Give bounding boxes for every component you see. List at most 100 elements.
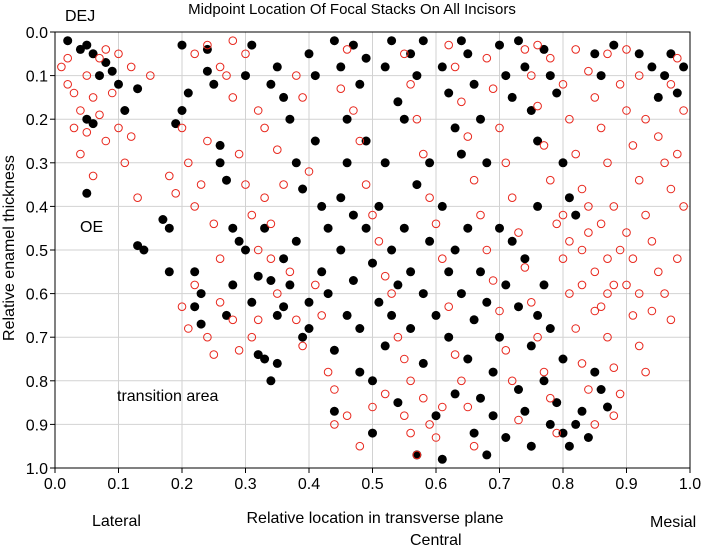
x-tick-labels: 0.0 0.1 0.2 0.3 0.4 0.5 0.6 0.7 0.8 0.9 1.0 (44, 476, 701, 493)
chart-title: Midpoint Location Of Focal Stacks On All… (188, 1, 516, 18)
open-point (577, 280, 587, 290)
filled-point (596, 385, 606, 394)
open-point (495, 306, 504, 316)
open-point (133, 193, 142, 202)
filled-point (387, 245, 397, 255)
filled-point (266, 376, 276, 386)
open-point (425, 420, 434, 429)
open-point (501, 346, 511, 355)
open-point (323, 367, 333, 377)
filled-point (95, 71, 104, 81)
open-point (298, 93, 307, 102)
filled-point (533, 136, 543, 146)
lateral-annotation: Lateral (92, 513, 141, 530)
filled-point (75, 44, 85, 54)
filled-point (260, 223, 270, 233)
filled-point (329, 345, 339, 355)
open-point (126, 62, 136, 72)
filled-point (431, 411, 441, 421)
open-point (209, 219, 219, 229)
open-point (400, 49, 409, 59)
filled-point (590, 367, 600, 377)
filled-point (406, 49, 416, 59)
open-point (215, 254, 225, 264)
filled-point (590, 49, 600, 59)
filled-point (158, 215, 168, 224)
filled-point (317, 267, 327, 277)
open-point (666, 80, 676, 89)
filled-point (558, 354, 568, 364)
open-point (520, 263, 530, 272)
filled-point (336, 245, 346, 255)
filled-point (653, 92, 663, 102)
open-point (622, 280, 631, 290)
filled-point (310, 71, 320, 81)
y-tick-label: 0.0 (26, 25, 48, 42)
filled-point (412, 71, 422, 81)
open-point (88, 93, 98, 102)
open-point (101, 45, 111, 54)
x-tick-label: 0.8 (552, 476, 574, 493)
filled-point (545, 419, 555, 429)
filled-point (583, 433, 593, 442)
open-point (463, 402, 473, 412)
y-tick-label: 1.0 (26, 461, 48, 478)
open-point (647, 237, 657, 246)
filled-point (571, 210, 581, 220)
open-point (203, 332, 212, 342)
open-point (355, 136, 365, 146)
filled-point (241, 71, 250, 81)
filled-point (476, 114, 485, 124)
open-point (146, 71, 155, 80)
open-point (69, 88, 79, 98)
open-point (546, 175, 555, 185)
open-point (184, 158, 193, 168)
open-point (209, 350, 219, 359)
open-point (634, 341, 644, 351)
filled-point (520, 62, 530, 72)
filled-point (488, 367, 498, 377)
open-point (507, 376, 517, 386)
open-point (374, 237, 384, 246)
x-tick-label: 0.5 (361, 476, 383, 493)
filled-point (114, 79, 123, 89)
open-point (336, 84, 346, 93)
filled-point (190, 267, 200, 277)
open-point (571, 149, 581, 159)
open-point (603, 332, 612, 342)
filled-point (476, 393, 485, 403)
open-point (546, 393, 555, 403)
filled-point (437, 454, 447, 464)
open-point (603, 289, 612, 298)
open-point (577, 245, 587, 255)
open-point (641, 367, 650, 377)
transition-area-annotation: transition area (117, 388, 218, 405)
open-point (228, 315, 238, 325)
filled-point (463, 223, 473, 233)
filled-point (285, 280, 295, 290)
filled-point (177, 106, 187, 115)
open-point (171, 189, 180, 198)
filled-point (603, 402, 612, 412)
open-point (215, 62, 225, 72)
open-point (552, 219, 562, 229)
filled-point (279, 254, 289, 264)
filled-point (361, 223, 371, 233)
oe-annotation: OE (80, 219, 103, 236)
open-point (234, 346, 244, 355)
open-point (660, 289, 669, 298)
y-axis-label: Relative enamel thickness (1, 155, 18, 341)
filled-point (564, 441, 574, 451)
filled-point (336, 193, 346, 203)
open-point (634, 71, 644, 80)
filled-point (228, 280, 238, 290)
open-point (463, 132, 473, 141)
filled-point (272, 62, 282, 72)
filled-point (171, 119, 181, 129)
y-tick-label: 0.2 (26, 112, 48, 129)
open-point (368, 402, 377, 412)
open-point (298, 341, 307, 351)
filled-point (482, 297, 492, 307)
open-point (488, 276, 498, 285)
filled-point (495, 223, 504, 233)
